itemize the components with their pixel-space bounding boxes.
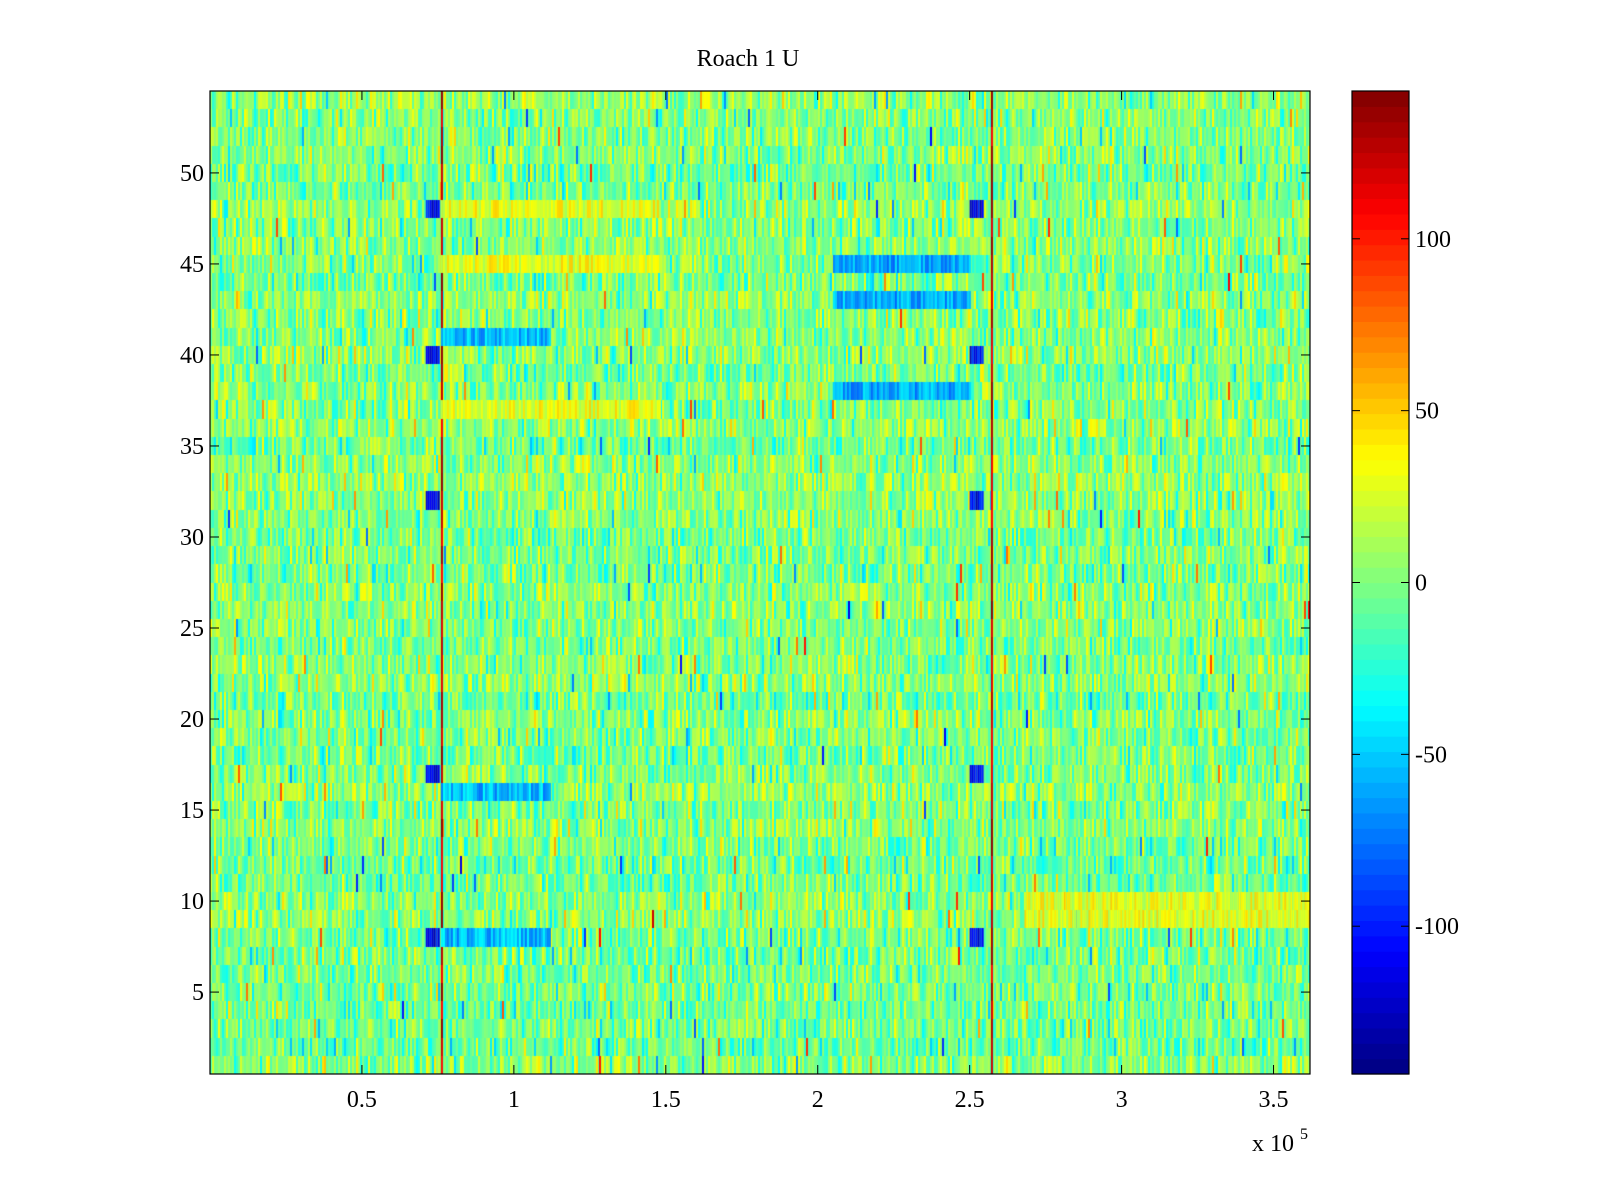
colorbar-tick-label: -50	[1415, 742, 1447, 768]
colorbar-swatch	[1352, 797, 1409, 814]
x-tick-label: 3.5	[1259, 1087, 1289, 1113]
colorbar-swatch	[1352, 951, 1409, 968]
colorbar-swatch	[1352, 997, 1409, 1014]
y-tick-label: 45	[180, 252, 204, 278]
colorbar-swatch	[1352, 521, 1409, 538]
colorbar-swatch	[1352, 121, 1409, 138]
y-tick-label: 25	[180, 616, 204, 642]
colorbar-swatch	[1352, 643, 1409, 660]
colorbar-swatch	[1352, 1043, 1409, 1060]
colorbar-swatch	[1352, 690, 1409, 706]
colorbar-swatch	[1352, 1058, 1409, 1075]
colorbar-swatch	[1352, 905, 1409, 922]
y-tick-label: 5	[192, 980, 204, 1006]
colorbar-swatch	[1352, 536, 1409, 553]
y-tick-label: 40	[180, 343, 204, 369]
colorbar-swatch	[1352, 152, 1409, 169]
colorbar-swatch	[1352, 505, 1409, 522]
colorbar-swatch	[1352, 244, 1409, 261]
colorbar-swatch	[1352, 428, 1409, 445]
colorbar-swatch	[1352, 858, 1409, 875]
colorbar-swatch	[1352, 628, 1409, 645]
colorbar-swatch	[1352, 597, 1409, 614]
colorbar-swatch	[1352, 306, 1409, 322]
x-tick-label: 2	[812, 1087, 824, 1113]
x-tick-label: 3	[1116, 1087, 1128, 1113]
colorbar-swatch	[1352, 336, 1409, 353]
colorbar-swatch	[1352, 183, 1409, 200]
colorbar-swatch	[1352, 474, 1409, 491]
colorbar-swatch	[1352, 812, 1409, 829]
colorbar-swatch	[1352, 229, 1409, 246]
colorbar-swatch	[1352, 106, 1409, 123]
colorbar-swatch	[1352, 551, 1409, 568]
colorbar-swatch	[1352, 889, 1409, 906]
colorbar-swatch	[1352, 659, 1409, 676]
heatmap-cells	[210, 91, 1310, 1074]
colorbar-swatch	[1352, 382, 1409, 399]
y-tick-label: 30	[180, 525, 204, 551]
colorbar-swatch	[1352, 874, 1409, 891]
colorbar-tick-label: -100	[1415, 914, 1459, 940]
colorbar-swatch	[1352, 567, 1409, 584]
colorbar-swatch	[1352, 736, 1409, 753]
y-tick-label: 10	[180, 889, 204, 915]
colorbar-swatch	[1352, 981, 1409, 998]
colorbar-swatch	[1352, 1027, 1409, 1044]
colorbar-swatch	[1352, 782, 1409, 799]
x-exponent-base: x 10	[1252, 1131, 1294, 1157]
colorbar-swatch	[1352, 920, 1409, 937]
colorbar-tick-label: 50	[1415, 399, 1439, 425]
colorbar-swatch	[1352, 674, 1409, 691]
colorbar-swatch	[1352, 367, 1409, 384]
colorbar-tick-label: 100	[1415, 227, 1451, 253]
colorbar-swatch	[1352, 582, 1409, 599]
colorbar-swatch	[1352, 966, 1409, 983]
colorbar-swatch	[1352, 751, 1409, 768]
colorbar-swatch	[1352, 490, 1409, 507]
x-tick-label: 0.5	[347, 1087, 377, 1113]
chart-title: Roach 1 U	[697, 46, 800, 72]
x-tick-label: 1	[508, 1087, 520, 1113]
colorbar-tick-label: 0	[1415, 571, 1427, 597]
x-exponent-power: 5	[1300, 1126, 1308, 1143]
colorbar-swatch	[1352, 213, 1409, 230]
x-tick-label: 2.5	[955, 1087, 985, 1113]
x-axis-exponent: x 10 5	[1252, 1126, 1308, 1157]
y-axis: 5 10 15 20 25 30 35 40 45 50	[180, 161, 1310, 1006]
colorbar-swatch	[1352, 766, 1409, 783]
colorbar-swatch	[1352, 275, 1409, 292]
colorbar-swatch	[1352, 613, 1409, 630]
x-axis: 0.5 1 1.5 2 2.5 3 3.5	[347, 91, 1289, 1113]
colorbar-swatch	[1352, 198, 1409, 215]
colorbar-swatch	[1352, 843, 1409, 860]
colorbar-swatch	[1352, 352, 1409, 369]
colorbar-swatch	[1352, 167, 1409, 184]
colorbar-swatch	[1352, 91, 1409, 107]
colorbar-swatch	[1352, 1012, 1409, 1029]
colorbar-swatch	[1352, 321, 1409, 338]
colorbar-swatch	[1352, 459, 1409, 476]
y-tick-label: 35	[180, 434, 204, 460]
colorbar-swatch	[1352, 137, 1409, 154]
colorbar-ticks: 100 50 0 -50 -100	[1352, 227, 1459, 940]
colorbar-swatch	[1352, 290, 1409, 307]
colorbar-swatch	[1352, 398, 1409, 415]
plot-frame	[209, 90, 1311, 1075]
colorbar-swatch	[1352, 259, 1409, 276]
heatmap-plot-area	[210, 91, 1310, 1074]
colorbar-swatch	[1352, 720, 1409, 737]
colorbar-swatch	[1352, 705, 1409, 722]
colorbar	[1352, 91, 1409, 1075]
colorbar-swatch	[1352, 935, 1409, 952]
colorbar-swatch	[1352, 413, 1409, 430]
y-tick-label: 15	[180, 798, 204, 824]
y-tick-label: 20	[180, 707, 204, 733]
colorbar-swatch	[1352, 444, 1409, 461]
y-tick-label: 50	[180, 161, 204, 187]
colorbar-swatch	[1352, 828, 1409, 845]
x-tick-label: 1.5	[651, 1087, 681, 1113]
